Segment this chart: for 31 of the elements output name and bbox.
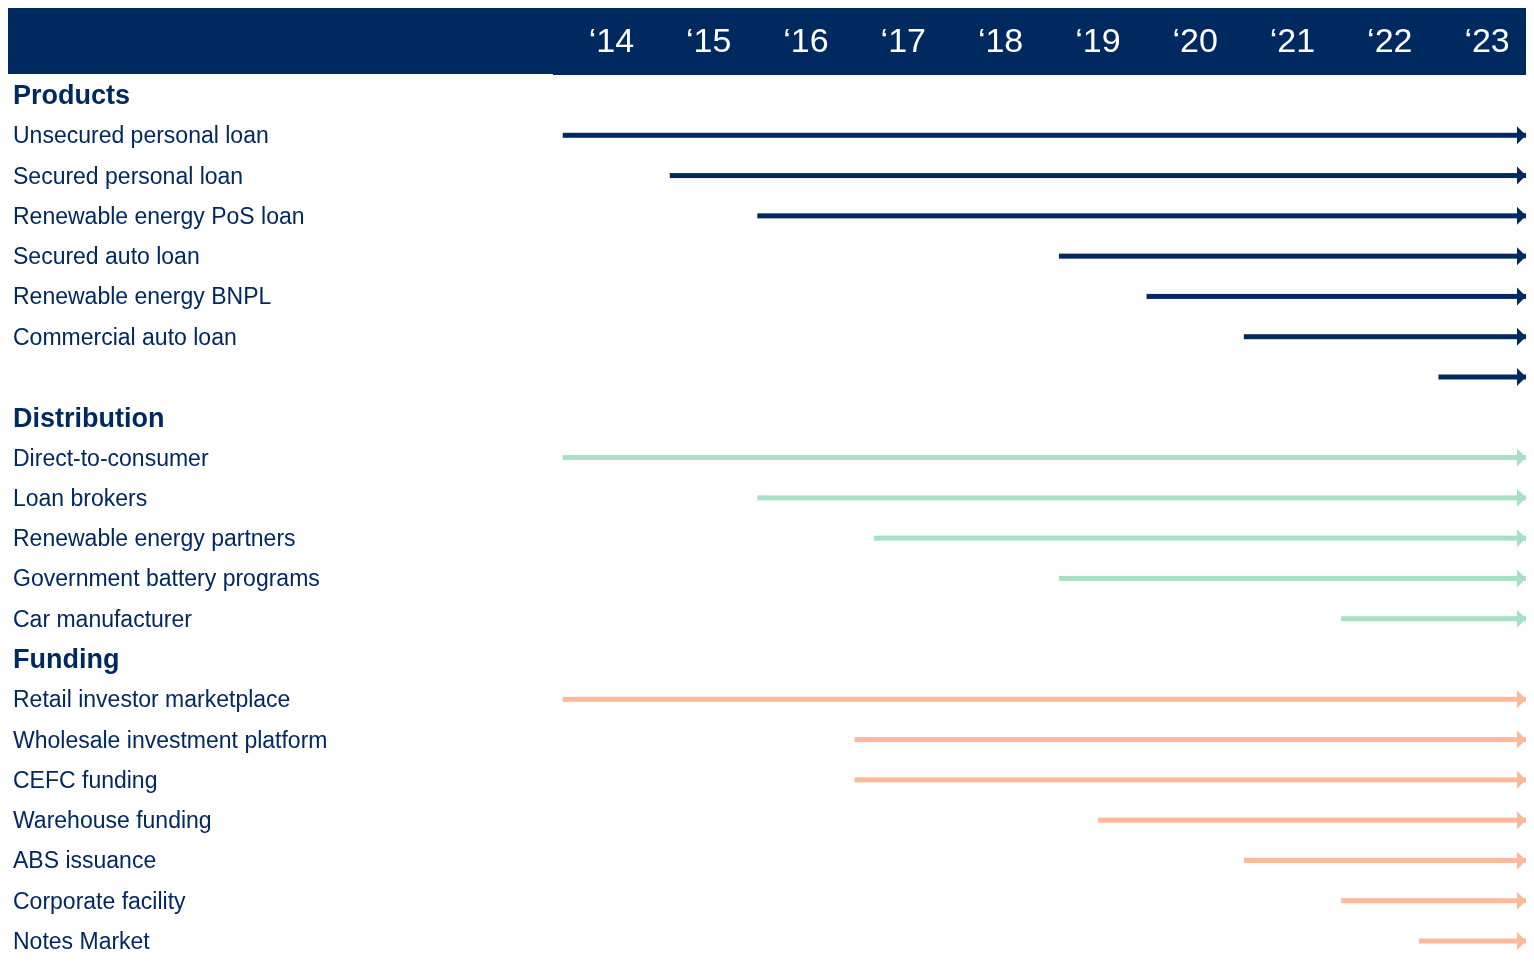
y-tick-label: Renewable energy BNPL (13, 283, 272, 310)
y-tick-label: CEFC funding (13, 766, 158, 793)
y-tick-label: Retail investor marketplace (13, 686, 291, 713)
y-tick-label: Renewable energy PoS loan (13, 202, 305, 229)
y-tick-label: Products (13, 80, 131, 111)
x-tick-label: ‘20 (1172, 21, 1218, 59)
y-tick-label: Notes Market (13, 928, 151, 955)
y-tick-label: Commercial auto loan (13, 323, 237, 350)
y-tick-label: Wholesale investment platform (13, 726, 328, 753)
x-tick-label: ‘14 (588, 21, 635, 59)
y-tick-label: Corporate facility (13, 887, 187, 914)
y-tick-label: Renewable energy partners (13, 525, 296, 552)
y-tick-label: Distribution (13, 402, 165, 433)
x-tick-label: ‘16 (783, 21, 829, 59)
y-tick-label: Warehouse funding (13, 807, 212, 834)
x-tick-label: ‘22 (1367, 21, 1413, 59)
x-tick-label: ‘21 (1269, 21, 1316, 59)
y-tick-label: Loan brokers (13, 484, 148, 511)
y-tick-label: Funding (13, 644, 120, 675)
x-tick-label: ‘19 (1075, 21, 1121, 59)
x-tick-label: ‘23 (1464, 21, 1510, 59)
y-tick-label: Secured auto loan (13, 243, 200, 270)
y-tick-label: ABS issuance (13, 847, 157, 874)
y-tick-label: Car manufacturer (13, 605, 193, 632)
y-tick-label: Secured personal loan (13, 162, 244, 189)
x-tick-label: ‘18 (977, 21, 1024, 59)
x-tick-label: ‘15 (685, 21, 732, 59)
y-tick-label: Government battery programs (13, 565, 320, 592)
y-tick-label: Unsecured personal loan (13, 122, 269, 149)
y-tick-label: Direct-to-consumer (13, 444, 209, 471)
x-tick-label: ‘17 (880, 21, 926, 59)
